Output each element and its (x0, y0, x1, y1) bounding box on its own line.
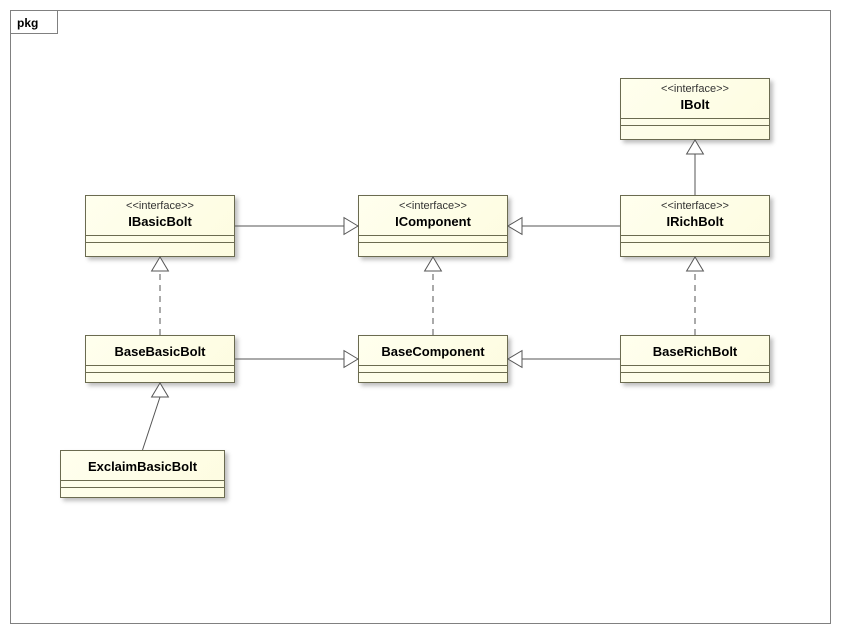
node-icomponent: <<interface>> IComponent (358, 195, 508, 257)
compartment-sep (621, 235, 769, 242)
node-name: BaseBasicBolt (86, 336, 234, 365)
compartment-sep (621, 125, 769, 132)
node-basecomponent: BaseComponent (358, 335, 508, 383)
node-name: ExclaimBasicBolt (61, 451, 224, 480)
compartment-sep (621, 242, 769, 249)
compartment-sep (359, 242, 507, 249)
stereotype-label: <<interface>> (621, 79, 769, 95)
node-ibolt: <<interface>> IBolt (620, 78, 770, 140)
node-name: BaseRichBolt (621, 336, 769, 365)
node-exclaimbasicbolt: ExclaimBasicBolt (60, 450, 225, 498)
node-irichbolt: <<interface>> IRichBolt (620, 195, 770, 257)
compartment-sep (359, 365, 507, 372)
compartment-sep (61, 480, 224, 487)
node-basebasicbolt: BaseBasicBolt (85, 335, 235, 383)
compartment-sep (621, 372, 769, 379)
node-ibasicbolt: <<interface>> IBasicBolt (85, 195, 235, 257)
compartment-sep (621, 118, 769, 125)
node-name: BaseComponent (359, 336, 507, 365)
node-name: IRichBolt (621, 212, 769, 235)
compartment-sep (61, 487, 224, 494)
stereotype-label: <<interface>> (86, 196, 234, 212)
diagram-canvas: pkg <<interface>> IBolt <<interface>> IB… (0, 0, 841, 634)
stereotype-label: <<interface>> (621, 196, 769, 212)
compartment-sep (86, 235, 234, 242)
compartment-sep (86, 365, 234, 372)
node-name: IComponent (359, 212, 507, 235)
compartment-sep (86, 372, 234, 379)
compartment-sep (359, 372, 507, 379)
stereotype-label: <<interface>> (359, 196, 507, 212)
node-name: IBolt (621, 95, 769, 118)
node-baserichbolt: BaseRichBolt (620, 335, 770, 383)
package-label: pkg (17, 16, 38, 30)
compartment-sep (621, 365, 769, 372)
node-name: IBasicBolt (86, 212, 234, 235)
package-tab: pkg (10, 10, 58, 34)
compartment-sep (86, 242, 234, 249)
compartment-sep (359, 235, 507, 242)
